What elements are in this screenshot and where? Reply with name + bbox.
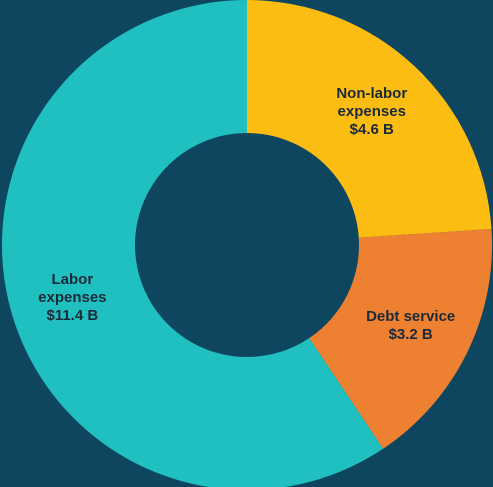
value-label: $4.6 B xyxy=(349,120,394,138)
value-label: $3.2 B xyxy=(388,325,433,343)
segment-label: Debt service $3.2 B xyxy=(356,308,466,344)
donut-segment xyxy=(2,0,384,487)
category-label: Debt service xyxy=(366,307,456,325)
segment-label: Non-labor expenses $4.6 B xyxy=(317,85,427,139)
segment-label: Labor expenses $11.4 B xyxy=(17,271,127,325)
category-label: Labor expenses xyxy=(38,270,107,306)
donut-segment xyxy=(247,0,492,238)
category-label: Non-labor expenses xyxy=(336,84,408,120)
donut-segment xyxy=(309,228,492,449)
value-label: $11.4 B xyxy=(46,306,99,324)
